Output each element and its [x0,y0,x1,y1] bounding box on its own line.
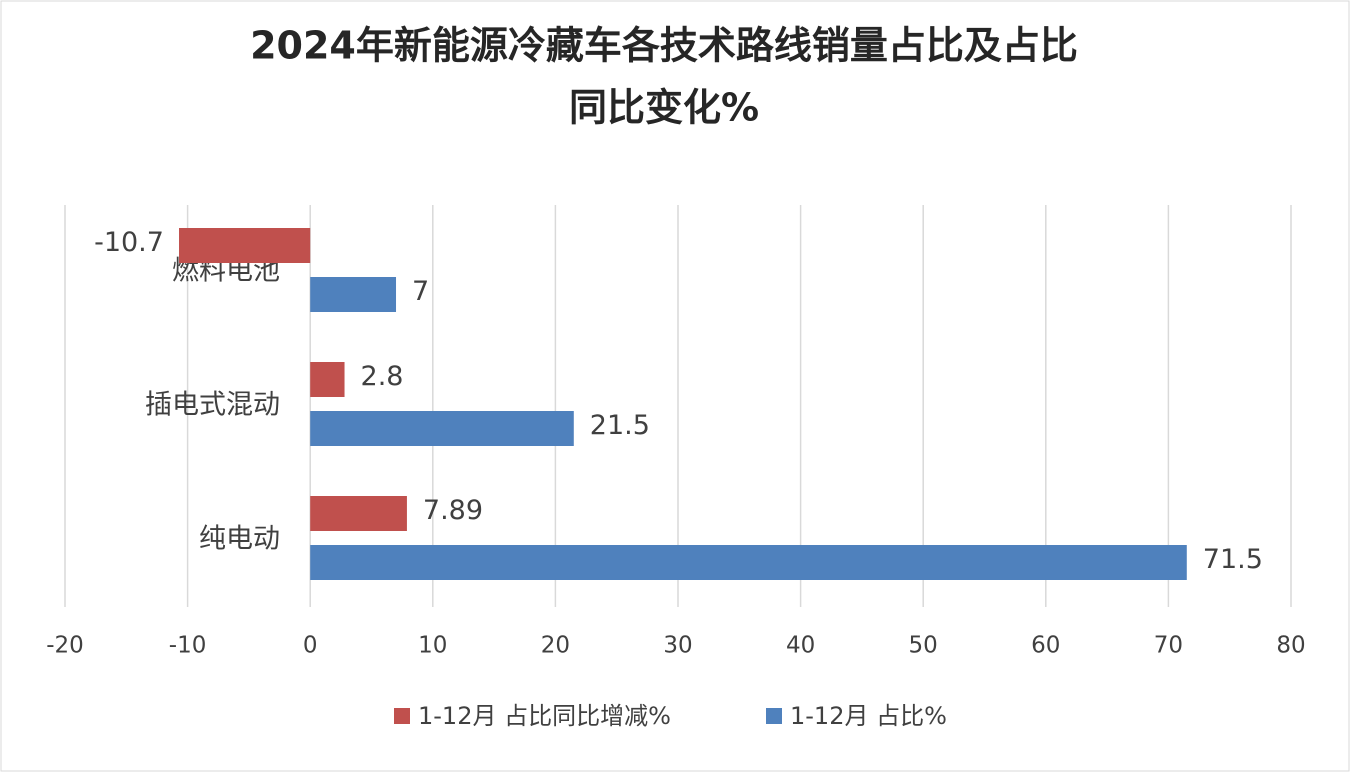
legend-swatch [766,708,782,724]
data-label: -10.7 [94,227,164,258]
data-label: 7.89 [423,495,483,526]
bar [310,362,345,397]
category-label: 纯电动 [199,524,280,555]
chart-title: 2024年新能源冷藏车各技术路线销量占比及占比 [250,24,1078,68]
legend-label: 1-12月 占比同比增减% [418,702,671,730]
x-tick-label: 10 [418,633,447,659]
x-tick-label: -10 [169,633,207,659]
x-tick-label: 40 [786,633,815,659]
category-label: 插电式混动 [145,390,280,421]
chart-title: 同比变化% [569,86,759,130]
data-label: 7 [412,276,429,307]
x-tick-label: 30 [663,633,692,659]
x-tick-label: -20 [46,633,84,659]
bar [310,411,574,446]
bar [179,228,311,263]
data-label: 71.5 [1203,544,1263,575]
x-tick-label: 80 [1276,633,1305,659]
legend-swatch [394,708,410,724]
bar [310,545,1187,580]
x-tick-label: 20 [541,633,570,659]
x-tick-label: 70 [1154,633,1183,659]
bar [310,277,397,312]
bar [310,496,407,531]
x-tick-label: 50 [909,633,938,659]
legend-label: 1-12月 占比% [790,702,947,730]
data-label: 2.8 [361,361,404,392]
data-label: 21.5 [590,410,650,441]
x-tick-label: 60 [1031,633,1060,659]
x-tick-label: 0 [303,633,318,659]
